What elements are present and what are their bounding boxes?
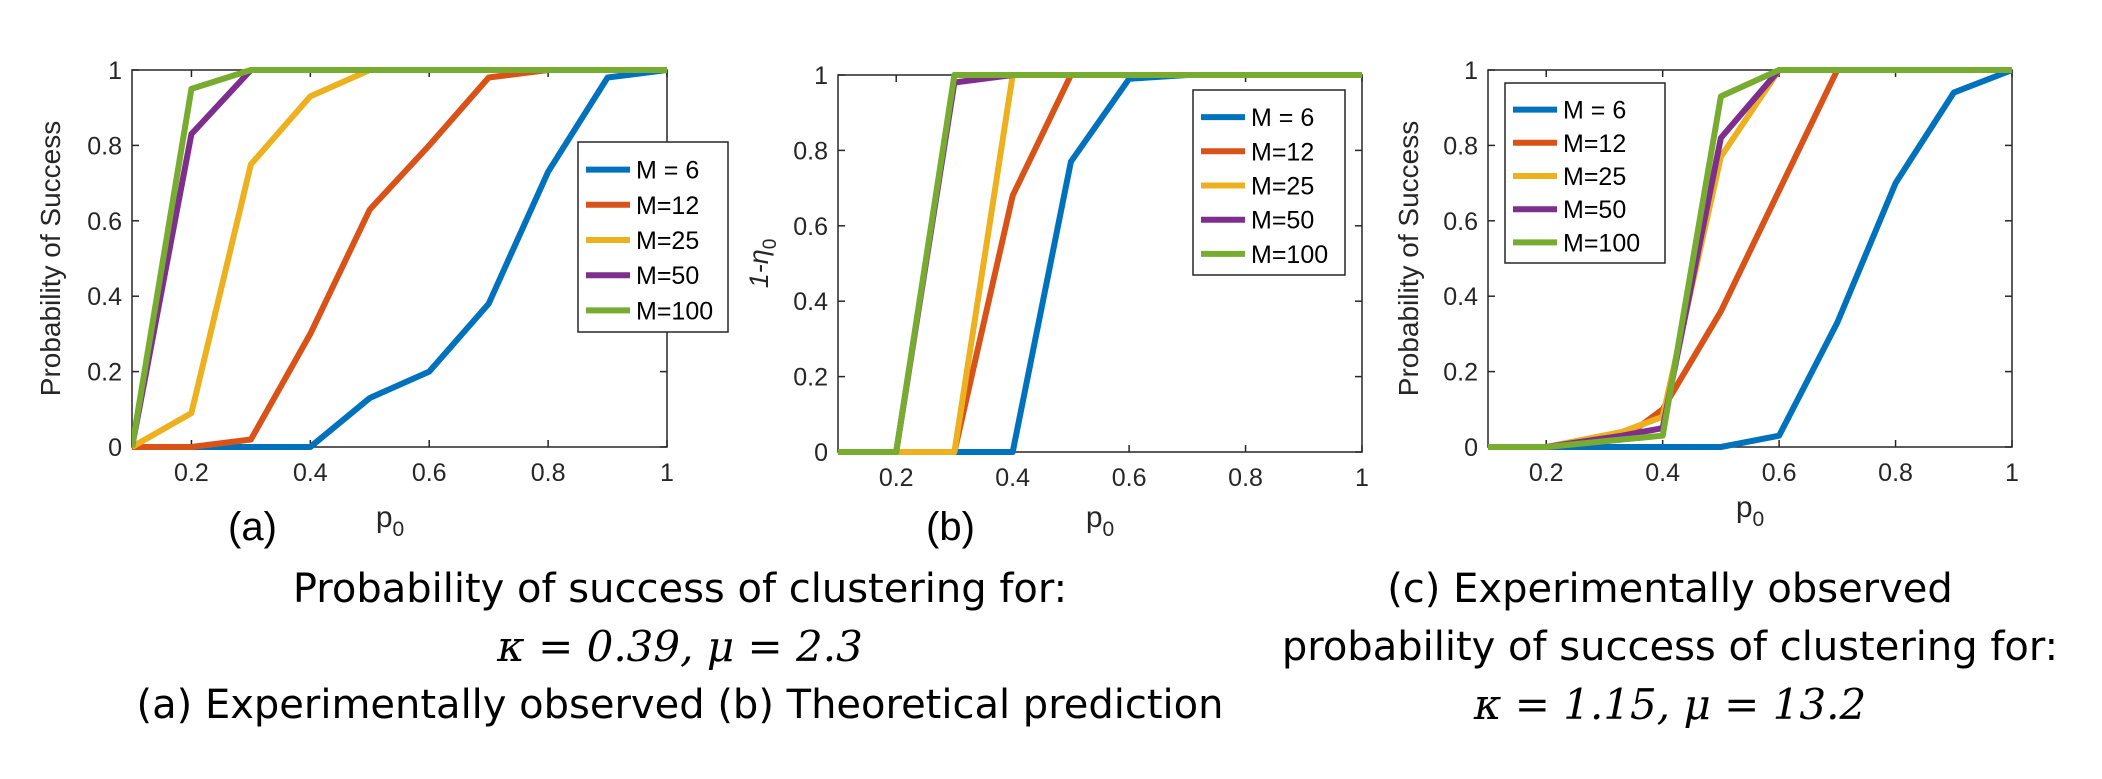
legend-label: M=50 [1563, 196, 1626, 224]
y-tick-label: 0.6 [1443, 208, 1478, 236]
legend-label: M=25 [636, 227, 699, 255]
y-axis-label: Probability of Success [35, 121, 66, 396]
y-tick-label: 0.8 [793, 137, 828, 165]
legend-label: M=12 [1563, 130, 1626, 158]
y-tick-label: 0.4 [1443, 283, 1478, 311]
legend-label: M = 6 [1563, 97, 1626, 125]
caption-right: (c) Experimentally observed probability … [1260, 560, 2080, 734]
series-line-M6 [1488, 67, 2012, 450]
caption-left-line3: (a) Experimentally observed (b) Theoreti… [136, 682, 1224, 728]
x-axis-label: p0 [1736, 491, 1764, 531]
y-tick-label: 1 [1464, 57, 1478, 85]
chart-panel-c: 0.2 0.4 0.6 0.8 1 0 0.2 0.4 0.6 0.8 1 Probability o… [1393, 57, 2019, 531]
x-tick-label: 1 [1355, 464, 1369, 492]
x-axis-label-sub: 0 [1103, 518, 1115, 541]
x-axis-label-main: p [1736, 491, 1753, 524]
legend: M = 6 M=12 M=25 M=50 M=100 [1192, 89, 1346, 276]
panel-label-b: (b) [926, 505, 975, 549]
y-axis-label: Probability of Success [1393, 121, 1424, 396]
panel-label-a: (a) [228, 505, 277, 549]
y-tick-label: 0.8 [87, 132, 122, 160]
x-tick-label: 0.4 [293, 459, 328, 487]
legend-label: M=25 [1563, 163, 1626, 191]
x-tick-label: 0.6 [1762, 459, 1797, 487]
x-axis-label: p0 [376, 501, 404, 541]
x-tick-label: 0.2 [879, 464, 914, 492]
x-axis-label-sub: 0 [393, 518, 405, 541]
x-tick-label: 1 [2005, 459, 2019, 487]
legend-label: M=12 [1251, 138, 1314, 166]
x-tick-label: 0.4 [995, 464, 1030, 492]
x-axis-label: p0 [1086, 501, 1114, 541]
y-tick-label: 1 [814, 62, 828, 90]
y-axis-label-main: 1-η [744, 249, 774, 288]
caption-right-params: κ = 1.15, μ = 13.2 [1473, 680, 1867, 729]
y-tick-label: 0 [814, 439, 828, 467]
y-tick-label: 0.8 [1443, 132, 1478, 160]
y-tick-label: 0.2 [793, 364, 828, 392]
x-tick-label: 1 [660, 459, 674, 487]
caption-left-line1: Probability of success of clustering for… [292, 566, 1068, 612]
y-tick-label: 0.4 [793, 288, 828, 316]
x-axis-label-sub: 0 [1753, 508, 1765, 531]
x-tick-label: 0.8 [1228, 464, 1263, 492]
series-line-M6 [132, 67, 667, 450]
caption-right-line1: (c) Experimentally observed [1387, 566, 1953, 612]
y-tick-label: 0.2 [1443, 359, 1478, 387]
y-tick-label: 0.6 [87, 208, 122, 236]
legend-label: M=100 [1251, 241, 1328, 269]
series-line-M100 [1488, 67, 2012, 450]
y-tick-label: 0.2 [87, 359, 122, 387]
x-tick-label: 0.2 [174, 459, 209, 487]
y-tick-label: 0.6 [793, 213, 828, 241]
legend-label: M = 6 [1251, 104, 1314, 132]
y-tick-label: 0.4 [87, 283, 122, 311]
caption-left: Probability of success of clustering for… [50, 560, 1310, 734]
legend-label: M=100 [1563, 229, 1640, 257]
x-tick-label: 0.4 [1645, 459, 1680, 487]
x-tick-label: 0.6 [1112, 464, 1147, 492]
caption-left-params: κ = 0.39, μ = 2.3 [497, 622, 863, 671]
x-tick-label: 0.6 [412, 459, 447, 487]
series-line-M100 [132, 67, 667, 448]
legend: M = 6 M=12 M=25 M=50 M=100 [577, 141, 729, 333]
legend-label: M=25 [1251, 173, 1314, 201]
legend-label: M=50 [636, 262, 699, 290]
y-tick-label: 1 [108, 57, 122, 85]
x-tick-label: 0.8 [1878, 459, 1913, 487]
y-axis-label-sub: 0 [760, 239, 781, 250]
x-axis-label-main: p [1086, 501, 1103, 534]
y-tick-label: 0 [1464, 434, 1478, 462]
legend-label: M=12 [636, 192, 699, 220]
legend: M = 6 M=12 M=25 M=50 M=100 [1504, 82, 1666, 264]
legend-label: M = 6 [636, 157, 699, 185]
legend-label: M=100 [636, 297, 713, 325]
x-tick-label: 0.2 [1529, 459, 1564, 487]
y-tick-label: 0 [108, 434, 122, 462]
legend-label: M=50 [1251, 207, 1314, 235]
chart-panel-a: 0.2 0.4 0.6 0.8 1 0 0.2 0.4 0.6 0.8 1 Probability o… [35, 57, 729, 541]
series-line-M100 [838, 72, 1362, 455]
y-axis-label: 1-η0 [744, 239, 781, 289]
x-axis-label-main: p [376, 501, 393, 534]
caption-right-line2: probability of success of clustering for… [1281, 624, 2059, 670]
x-tick-label: 0.8 [531, 459, 566, 487]
